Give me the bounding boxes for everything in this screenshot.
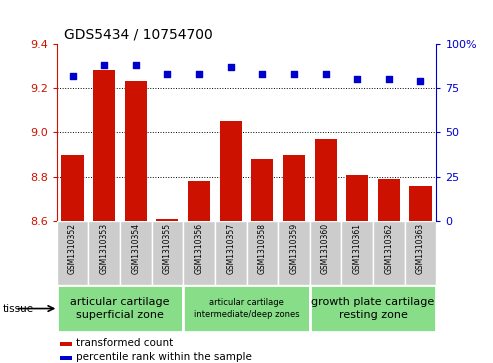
Text: GSM1310356: GSM1310356	[195, 223, 204, 274]
Text: transformed count: transformed count	[76, 338, 173, 348]
Text: GSM1310358: GSM1310358	[258, 223, 267, 274]
Point	[132, 62, 140, 68]
Text: GSM1310352: GSM1310352	[68, 223, 77, 274]
Bar	[409, 186, 431, 221]
Text: GSM1310360: GSM1310360	[321, 223, 330, 274]
Bar	[62, 155, 84, 221]
Bar	[346, 175, 368, 221]
Text: GSM1310354: GSM1310354	[131, 223, 141, 274]
Text: GSM1310361: GSM1310361	[352, 223, 362, 274]
Text: GSM1310353: GSM1310353	[100, 223, 108, 274]
Bar	[341, 221, 373, 285]
Bar	[246, 221, 278, 285]
Bar	[219, 121, 242, 221]
Bar	[310, 221, 341, 285]
Point	[290, 71, 298, 77]
Text: GSM1310355: GSM1310355	[163, 223, 172, 274]
Bar	[315, 139, 337, 221]
Bar	[152, 221, 183, 285]
Text: GSM1310363: GSM1310363	[416, 223, 425, 274]
Point	[258, 71, 266, 77]
Bar	[61, 356, 72, 360]
Text: articular cartilage
intermediate/deep zones: articular cartilage intermediate/deep zo…	[194, 298, 299, 319]
Bar	[57, 221, 88, 285]
Bar	[188, 182, 210, 221]
Bar	[125, 81, 147, 221]
Bar	[156, 219, 178, 221]
Text: GSM1310357: GSM1310357	[226, 223, 235, 274]
Point	[195, 71, 203, 77]
Text: growth plate cartilage
resting zone: growth plate cartilage resting zone	[312, 297, 435, 320]
Bar	[310, 285, 436, 332]
Bar	[183, 221, 215, 285]
Bar	[93, 70, 115, 221]
Point	[385, 76, 393, 82]
Bar	[88, 221, 120, 285]
Bar	[61, 342, 72, 346]
Bar	[215, 221, 246, 285]
Point	[227, 64, 235, 70]
Bar	[378, 179, 400, 221]
Text: percentile rank within the sample: percentile rank within the sample	[76, 352, 251, 362]
Text: tissue: tissue	[2, 303, 34, 314]
Text: GSM1310359: GSM1310359	[289, 223, 298, 274]
Bar	[251, 159, 274, 221]
Bar	[120, 221, 152, 285]
Bar	[183, 285, 310, 332]
Bar	[405, 221, 436, 285]
Bar	[373, 221, 405, 285]
Point	[353, 76, 361, 82]
Point	[321, 71, 329, 77]
Point	[100, 62, 108, 68]
Bar	[278, 221, 310, 285]
Bar	[283, 155, 305, 221]
Point	[417, 78, 424, 84]
Text: articular cartilage
superficial zone: articular cartilage superficial zone	[70, 297, 170, 320]
Text: GDS5434 / 10754700: GDS5434 / 10754700	[64, 27, 213, 41]
Text: GSM1310362: GSM1310362	[385, 223, 393, 274]
Point	[69, 73, 76, 78]
Bar	[57, 285, 183, 332]
Point	[164, 71, 172, 77]
